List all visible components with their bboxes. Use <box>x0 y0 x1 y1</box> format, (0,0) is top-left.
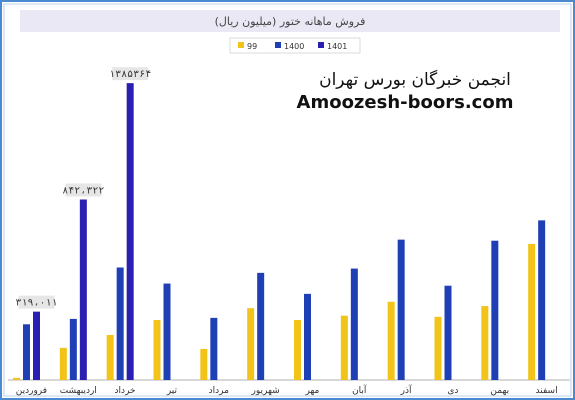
bar-99-11 <box>528 243 536 380</box>
x-tick-label: آذر <box>400 384 412 396</box>
bar-1401-1 <box>79 199 87 380</box>
legend-swatch-99 <box>238 42 244 48</box>
data-label-bg <box>112 67 149 81</box>
bar-99-0 <box>13 377 20 380</box>
legend-label-1400: 1400 <box>284 42 304 51</box>
bar-1401-0 <box>33 311 40 380</box>
bar-1400-1 <box>69 318 77 380</box>
bar-99-2 <box>106 335 114 380</box>
title-band <box>20 10 560 32</box>
data-labels-group: ۳۱۹،۰۱۱ ۸۴۲،۳۲۲ ۱۳۸۵۳۶۴ <box>15 67 151 309</box>
bar-99-9 <box>434 316 442 380</box>
x-tick-label: اسفند <box>536 386 558 396</box>
bar-99-7 <box>340 315 348 380</box>
x-tick-label: تیر <box>166 386 178 396</box>
watermark-line-2: Amoozesh-boors.com <box>297 92 514 113</box>
x-tick-label: خرداد <box>115 386 136 396</box>
bar-1400-8 <box>397 239 405 380</box>
data-label-2: ۱۳۸۵۳۶۴ <box>109 69 151 80</box>
bar-1400-9 <box>444 285 452 380</box>
legend-label-1401: 1401 <box>327 42 347 51</box>
x-tick-label: بهمن <box>490 386 509 396</box>
bar-1400-10 <box>491 240 499 380</box>
bar-1400-11 <box>538 220 546 380</box>
bar-1400-0 <box>23 324 30 380</box>
chart-title: فروش ماهانه ختور (میلیون ریال) <box>215 15 366 28</box>
x-tick-label: دی <box>447 386 458 396</box>
data-label-0: ۳۱۹،۰۱۱ <box>15 298 57 309</box>
watermark-line-1: انجمن خبرگان بورس تهران <box>319 69 511 90</box>
x-tick-label: اردیبهشت <box>60 386 97 396</box>
bar-1400-2 <box>116 267 124 380</box>
bar-1400-6 <box>304 293 311 380</box>
bars-group <box>13 83 546 380</box>
bar-99-5 <box>247 308 255 380</box>
x-tick-label: مهر <box>304 386 319 396</box>
legend-swatch-1401 <box>318 42 324 48</box>
bar-1400-7 <box>350 268 358 380</box>
bar-1400-3 <box>163 283 171 380</box>
x-tick-label: فروردین <box>16 386 47 396</box>
x-tick-label: شهریور <box>251 386 280 396</box>
bar-99-3 <box>153 320 161 380</box>
x-tick-label: آبان <box>352 384 367 396</box>
x-tick-labels: فروردین اردیبهشت خرداد تیر مرداد شهریور مهر آبا… <box>16 384 558 396</box>
bar-1400-4 <box>210 317 218 380</box>
legend-label-99: 99 <box>247 42 257 51</box>
data-label-1: ۸۴۲،۳۲۲ <box>62 186 104 197</box>
data-label-bg <box>18 295 55 309</box>
bar-99-8 <box>387 301 395 380</box>
bar-1400-5 <box>257 272 265 380</box>
x-tick-label: مرداد <box>209 386 229 396</box>
bar-99-1 <box>59 347 67 380</box>
data-label-bg <box>65 183 102 197</box>
bar-99-10 <box>481 306 489 380</box>
legend-swatch-1400 <box>275 42 281 48</box>
legend-box <box>229 37 361 54</box>
bar-1401-2 <box>126 83 134 380</box>
bar-99-4 <box>200 348 208 380</box>
bar-99-6 <box>294 320 301 380</box>
legend: 99 1400 1401 <box>229 37 361 54</box>
inner-border <box>3 3 572 397</box>
